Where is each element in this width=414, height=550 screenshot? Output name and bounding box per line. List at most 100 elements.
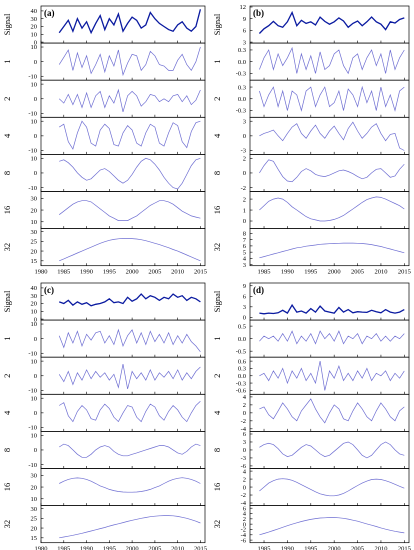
- series-line-8: [259, 441, 405, 459]
- x-tick-label: 2010: [171, 546, 184, 550]
- y-tick-label: 15: [31, 258, 38, 265]
- y-tick-label: -4: [241, 532, 247, 539]
- y-tick-label: 4: [243, 511, 247, 518]
- y-tick-label: -3: [241, 148, 246, 155]
- x-tick-label: 2015: [194, 546, 207, 550]
- x-tick-label: 1995: [304, 546, 317, 550]
- y-tick-label: 3: [243, 262, 246, 269]
- y-tick-label: -6: [241, 537, 247, 544]
- row-label: 16: [2, 483, 12, 492]
- x-tick-label: 2015: [398, 269, 411, 276]
- x-tick-label: 1980: [35, 269, 48, 276]
- y-tick-label: 6: [243, 431, 247, 438]
- y-tick-label: 0.0: [238, 373, 246, 380]
- row-frame: [40, 319, 206, 358]
- x-tick-label: 1985: [258, 269, 271, 276]
- x-tick-label: 1985: [57, 269, 70, 276]
- y-tick-label: -10: [28, 73, 37, 80]
- y-tick-label: 20: [31, 207, 38, 214]
- series-line-16: [259, 196, 405, 222]
- y-tick-label: 25: [31, 516, 38, 523]
- y-tick-label: 2: [243, 156, 246, 163]
- y-tick-label: 6: [243, 243, 247, 250]
- y-tick-label: 7: [243, 237, 247, 244]
- series-line-2: [259, 361, 405, 391]
- series-line-32: [259, 242, 405, 259]
- y-tick-label: 0.0: [238, 59, 246, 66]
- y-tick-label: 3: [243, 39, 246, 46]
- row-frame: [249, 42, 410, 81]
- x-tick-label: 2005: [148, 269, 161, 276]
- y-tick-label: 10: [31, 156, 38, 163]
- y-tick-label: -10: [28, 350, 37, 357]
- row-label: 2: [2, 97, 12, 101]
- x-tick-label: 1990: [281, 546, 294, 550]
- series-line-4: [59, 120, 201, 150]
- y-tick-label: 6: [243, 28, 247, 35]
- row-label: 1: [2, 60, 12, 64]
- panel-label: (d): [253, 285, 264, 295]
- row-label: 1: [212, 60, 222, 64]
- y-tick-label: 25: [31, 239, 38, 246]
- row-label: 16: [212, 206, 222, 215]
- x-tick-label: 1995: [304, 269, 317, 276]
- x-tick-label: 1995: [103, 546, 116, 550]
- row-frame: [249, 356, 410, 395]
- x-tick-label: 2015: [398, 546, 411, 550]
- y-tick-label: 0: [34, 96, 37, 103]
- y-tick-label: 20: [31, 484, 38, 491]
- row-label: 4: [212, 133, 222, 138]
- y-tick-label: 10: [31, 395, 38, 402]
- y-tick-label: 0: [34, 170, 37, 177]
- y-tick-label: 0.3: [238, 366, 246, 373]
- series-line-1: [259, 46, 405, 75]
- row-label: 2: [2, 374, 12, 378]
- y-tick-label: 30: [31, 16, 38, 23]
- panel-0: Signal0102030401-100102-100104-100108-10…: [2, 5, 207, 276]
- y-tick-label: -10: [28, 185, 37, 192]
- series-line-4: [259, 121, 405, 151]
- series-line-Signal: [258, 10, 405, 34]
- panel-1: Signal369121-0.30.00.32-0.30.00.34-3038-…: [212, 4, 411, 276]
- row-label: Signal: [2, 13, 12, 35]
- y-tick-label: 20: [31, 24, 38, 31]
- y-tick-label: -10: [28, 148, 37, 155]
- y-tick-label: 6: [243, 293, 247, 300]
- y-tick-label: -2: [241, 418, 246, 425]
- y-tick-label: -4: [241, 500, 247, 507]
- panel-label: (a): [44, 8, 55, 18]
- y-tick-label: 4: [243, 256, 247, 263]
- y-tick-label: 30: [31, 229, 38, 236]
- y-tick-label: 0: [34, 133, 37, 140]
- y-tick-label: 0: [243, 133, 246, 140]
- y-tick-label: 40: [31, 8, 38, 15]
- row-label: 2: [212, 97, 222, 101]
- series-line-1: [58, 46, 201, 77]
- y-tick-label: 30: [31, 293, 38, 300]
- y-tick-label: 3: [243, 439, 246, 446]
- y-tick-label: 0.5: [238, 323, 246, 330]
- x-tick-label: 2000: [328, 546, 341, 550]
- series-line-2: [58, 88, 201, 112]
- series-line-Signal: [58, 9, 202, 35]
- y-tick-label: 0: [243, 170, 246, 177]
- row-label: 32: [2, 520, 12, 529]
- row-label: 16: [2, 206, 12, 215]
- y-tick-label: -6: [241, 463, 247, 470]
- panel-label: (c): [44, 285, 54, 295]
- row-frame: [40, 228, 206, 267]
- row-label: Signal: [2, 290, 12, 312]
- x-tick-label: 2005: [351, 269, 364, 276]
- y-tick-label: 15: [31, 535, 38, 542]
- panel-3: Signal03691-0.50.00.52-0.6-0.30.00.30.64…: [212, 282, 411, 550]
- row-frame: [40, 431, 206, 469]
- series-line-4: [259, 398, 405, 424]
- y-tick-label: -0.6: [236, 388, 247, 395]
- series-line-Signal: [259, 303, 405, 315]
- y-tick-label: 4: [243, 394, 247, 401]
- y-tick-label: 2: [243, 402, 246, 409]
- y-tick-label: 0.3: [238, 84, 246, 91]
- row-frame: [249, 431, 410, 469]
- row-label: 4: [2, 133, 12, 138]
